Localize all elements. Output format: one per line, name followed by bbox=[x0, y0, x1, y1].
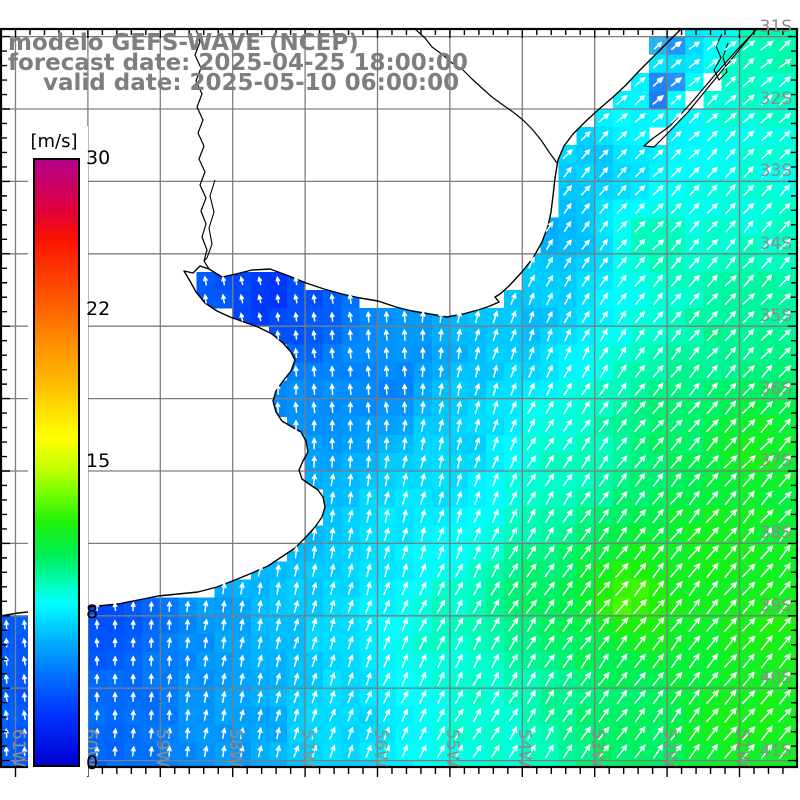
river-uruguay bbox=[194, 29, 210, 270]
lat-tick-label: 41S bbox=[759, 740, 792, 761]
wind-arrows bbox=[3, 39, 792, 760]
lat-tick-label: 40S bbox=[759, 668, 792, 689]
lat-tick-label: 39S bbox=[759, 595, 792, 616]
lon-tick-label: 53W bbox=[586, 728, 607, 768]
lat-tick-label: 35S bbox=[759, 306, 792, 327]
country-border bbox=[414, 29, 558, 164]
valid-date-line: valid date: 2025-05-10 06:00:00 bbox=[43, 70, 460, 96]
axis-minor-ticks bbox=[1, 29, 797, 777]
lon-tick-label: 56W bbox=[369, 728, 390, 768]
colorbar-unit-label: [m/s] bbox=[30, 131, 78, 152]
model-title: modelo GEFS-WAVE (NCEP) bbox=[8, 30, 359, 56]
lat-tick-label: 31S bbox=[759, 16, 792, 37]
colorbar-tick-label: 0 bbox=[86, 752, 99, 774]
lon-tick-label: 52W bbox=[659, 728, 680, 768]
lon-tick-label: 58W bbox=[224, 728, 245, 768]
lon-tick-label: 59W bbox=[152, 728, 173, 768]
colorbar-tick-label: 22 bbox=[86, 298, 111, 321]
land-polygon bbox=[0, 29, 681, 616]
lat-tick-label: 38S bbox=[759, 523, 792, 544]
lat-tick-label: 34S bbox=[759, 233, 792, 254]
land-area bbox=[0, 29, 757, 616]
forecast-date-line: forecast date: 2025-04-25 18:00:00 bbox=[8, 50, 468, 76]
lat-tick-label: 33S bbox=[759, 161, 792, 182]
lon-tick-label: 55W bbox=[441, 728, 462, 768]
colorbar-tick-label: 30 bbox=[86, 147, 111, 169]
lon-tick-label: 51W bbox=[731, 728, 752, 768]
grid-lines bbox=[1, 29, 797, 767]
lon-tick-label: 57W bbox=[297, 728, 318, 768]
colorbar-tick-label: 8 bbox=[86, 600, 99, 623]
lon-tick-label: 54W bbox=[514, 728, 535, 768]
lagoon-inlet bbox=[713, 33, 729, 81]
colorbar-tick-label: 15 bbox=[86, 449, 111, 472]
colorbar: [m/s] 30 22 15 8 0 bbox=[28, 126, 110, 776]
plot-frame bbox=[0, 27, 799, 777]
river-branch bbox=[203, 179, 216, 262]
lat-tick-label: 36S bbox=[759, 378, 792, 399]
lon-tick-label: 61W bbox=[7, 728, 28, 768]
lat-tick-label: 32S bbox=[759, 89, 792, 109]
colorbar-gradient bbox=[33, 158, 80, 767]
lat-tick-label: 37S bbox=[759, 451, 792, 471]
